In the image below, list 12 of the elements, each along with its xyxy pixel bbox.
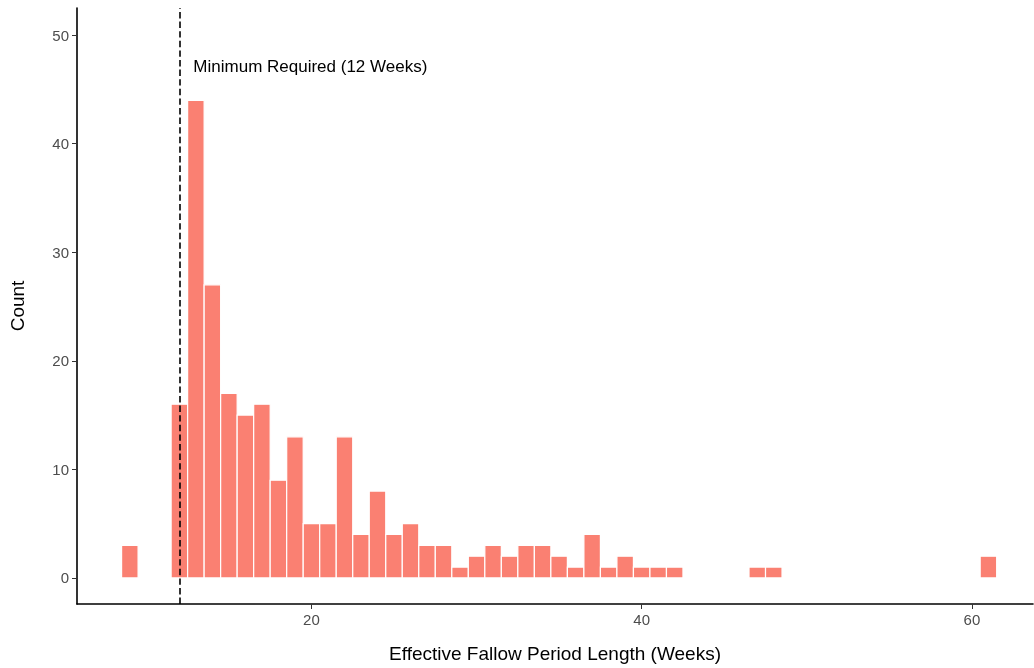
y-tick-label: 0	[60, 569, 69, 587]
y-tick-label: 10	[52, 460, 69, 478]
y-tick-label: 20	[52, 352, 69, 370]
x-tick-label: 60	[963, 611, 981, 628]
y-tick-label: 30	[52, 243, 69, 261]
y-tick-label: 40	[52, 135, 69, 153]
x-axis-title: Effective Fallow Period Length (Weeks)	[389, 643, 721, 664]
x-tick-label: 40	[633, 611, 651, 628]
y-axis-title: Count	[7, 279, 28, 332]
y-tick-label: 50	[52, 26, 69, 44]
ref-line-label: Minimum Required (12 Weeks)	[193, 57, 428, 76]
x-tick-label: 20	[303, 611, 320, 628]
